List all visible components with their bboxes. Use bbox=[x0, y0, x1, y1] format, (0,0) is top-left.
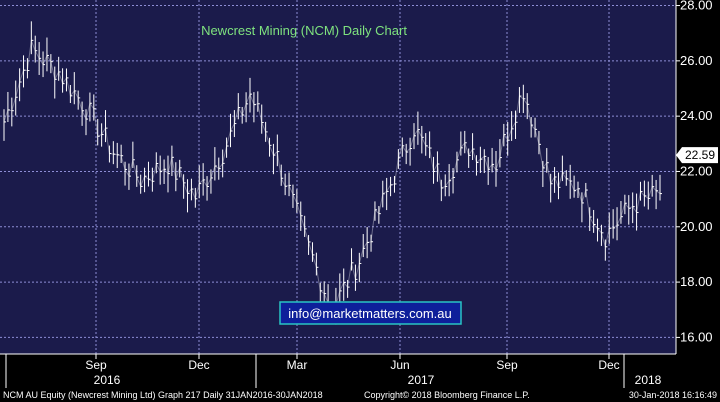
footer-security: NCM AU Equity (Newcrest Mining Ltd) Grap… bbox=[3, 390, 323, 400]
x-month-label: Jun bbox=[390, 358, 409, 372]
footer-bar: NCM AU Equity (Newcrest Mining Ltd) Grap… bbox=[3, 390, 717, 400]
x-month-label: Dec bbox=[598, 358, 619, 372]
last-price-label: 22.59 bbox=[685, 148, 715, 162]
x-year-label: 2018 bbox=[635, 373, 662, 387]
y-tick-label: 22.00 bbox=[680, 163, 713, 178]
plot-area bbox=[0, 0, 676, 354]
x-month-label: Dec bbox=[188, 358, 209, 372]
y-tick-label: 20.00 bbox=[680, 219, 713, 234]
x-axis: Sep Dec Mar Jun Sep Dec 2016 2017 2018 bbox=[0, 353, 676, 388]
footer-timestamp: 30-Jan-2018 16:16:49 bbox=[629, 390, 717, 400]
x-month-label: Sep bbox=[85, 358, 107, 372]
watermark-email: info@marketmatters.com.au bbox=[288, 306, 451, 321]
y-tick-label: 26.00 bbox=[680, 53, 713, 68]
watermark-box: info@marketmatters.com.au bbox=[279, 301, 462, 325]
y-tick-label: 28.00 bbox=[680, 0, 713, 13]
chart-title: Newcrest Mining (NCM) Daily Chart bbox=[201, 23, 407, 38]
price-series-ticks bbox=[3, 21, 662, 325]
last-price-flag: 22.59 bbox=[676, 147, 718, 164]
x-month-label: Sep bbox=[496, 358, 518, 372]
y-tick-label: 18.00 bbox=[680, 274, 713, 289]
x-month-label: Mar bbox=[287, 358, 308, 372]
y-tick-label: 24.00 bbox=[680, 108, 713, 123]
y-axis: 28.00 26.00 24.00 22.00 20.00 18.00 16.00 bbox=[675, 0, 713, 354]
y-tick-label: 16.00 bbox=[680, 329, 713, 344]
x-year-label: 2017 bbox=[408, 373, 435, 387]
x-year-label: 2016 bbox=[94, 373, 121, 387]
footer-copyright: Copyright© 2018 Bloomberg Finance L.P. bbox=[364, 390, 530, 400]
